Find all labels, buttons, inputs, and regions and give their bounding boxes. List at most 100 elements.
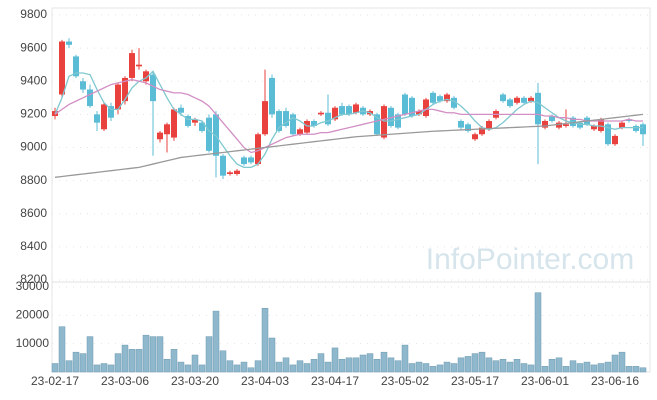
candle-body <box>353 104 359 113</box>
candle-body <box>381 106 387 138</box>
candle-body <box>346 106 352 115</box>
candle-body <box>465 124 471 131</box>
candle-body <box>234 170 240 174</box>
x-tick-label: 23-05-17 <box>451 374 499 388</box>
volume-bar <box>268 337 276 373</box>
volume-bar <box>233 364 241 373</box>
volume-bar <box>296 360 304 373</box>
y-tick-label: 9200 <box>20 107 47 121</box>
volume-bar <box>254 360 262 373</box>
volume-bar <box>324 361 332 373</box>
y-tick-label: 8400 <box>20 239 47 253</box>
candle-body <box>500 94 506 102</box>
candle-body <box>409 97 415 117</box>
volume-bar <box>65 360 73 373</box>
candle-body <box>423 99 429 117</box>
y-tick-label: 8200 <box>20 272 47 286</box>
candle-body <box>206 117 212 151</box>
volume-bar <box>226 360 234 373</box>
volume-bar <box>485 357 493 373</box>
candle-body <box>136 64 142 67</box>
volume-bar <box>86 336 94 373</box>
candle-body <box>59 41 65 95</box>
candle-body <box>297 129 303 135</box>
candle-body <box>101 104 107 130</box>
volume-bar <box>422 363 430 373</box>
volume-bar <box>149 336 157 373</box>
candle-body <box>549 116 555 121</box>
candle-body <box>388 107 394 126</box>
volume-bar <box>205 336 213 373</box>
y-tick-label: 10000 <box>16 336 50 350</box>
volume-bar <box>121 344 129 373</box>
volume-bar <box>576 363 584 373</box>
candle-body <box>171 109 177 138</box>
candle-body <box>283 111 289 126</box>
volume-bar <box>142 334 150 373</box>
candle-body <box>570 117 576 126</box>
candle-body <box>605 124 611 145</box>
candle-body <box>290 114 296 135</box>
watermark: InfoPointer.com <box>426 243 634 276</box>
candle-body <box>311 121 317 126</box>
volume-bar <box>219 350 227 373</box>
candle-body <box>213 114 219 156</box>
candle-body <box>220 155 226 176</box>
volume-bar <box>401 344 409 373</box>
volume-bar <box>331 347 339 373</box>
candle-body <box>416 111 422 115</box>
candle-body <box>437 96 443 102</box>
volume-bar <box>534 292 542 373</box>
x-tick-label: 23-03-20 <box>171 374 219 388</box>
volume-bar <box>247 367 255 373</box>
candle-body <box>248 157 254 163</box>
volume-bar <box>562 366 570 373</box>
candle-body <box>619 122 625 128</box>
volume-bar <box>394 360 402 373</box>
candle-body <box>157 132 163 140</box>
volume-bar <box>555 357 563 373</box>
candle-body <box>73 56 79 77</box>
x-tick-label: 23-06-16 <box>591 374 639 388</box>
y-tick-label: 30000 <box>16 279 50 293</box>
volume-bar <box>415 361 423 373</box>
volume-bar <box>443 361 451 373</box>
x-tick-label: 23-04-03 <box>241 374 289 388</box>
volume-bar <box>310 359 318 373</box>
candle-body <box>535 92 541 125</box>
volume-bar <box>261 308 269 373</box>
candle-body <box>164 124 170 135</box>
volume-bar <box>380 351 388 373</box>
plot-frame <box>51 7 651 373</box>
candle-body <box>514 97 520 103</box>
volume-bar <box>527 364 535 373</box>
volume-bar <box>520 363 528 373</box>
candle-body <box>304 121 310 133</box>
y-tick-label: 9800 <box>20 7 47 21</box>
volume-bar <box>408 363 416 373</box>
candle-body <box>339 106 345 115</box>
y-tick-label: 9000 <box>20 140 47 154</box>
volume-bar <box>618 351 626 373</box>
volume-bar <box>58 326 66 373</box>
volume-bar <box>72 351 80 373</box>
candle-body <box>276 111 282 131</box>
candle-body <box>395 114 401 128</box>
candle-body <box>444 94 450 102</box>
volume-bar <box>583 361 591 373</box>
y-tick-label: 20000 <box>16 308 50 322</box>
x-tick-label: 23-02-17 <box>31 374 79 388</box>
candle-body <box>479 127 485 135</box>
candle-body <box>640 124 646 135</box>
candle-body <box>108 106 114 118</box>
candle-body <box>612 135 618 145</box>
volume-bar <box>184 364 192 373</box>
volume-bar <box>212 310 220 373</box>
volume-bar <box>548 359 556 373</box>
candle-body <box>563 124 569 126</box>
volume-bar <box>499 359 507 373</box>
volume-bar <box>457 357 465 373</box>
volume-bar <box>366 353 374 373</box>
volume-bar <box>93 364 101 373</box>
